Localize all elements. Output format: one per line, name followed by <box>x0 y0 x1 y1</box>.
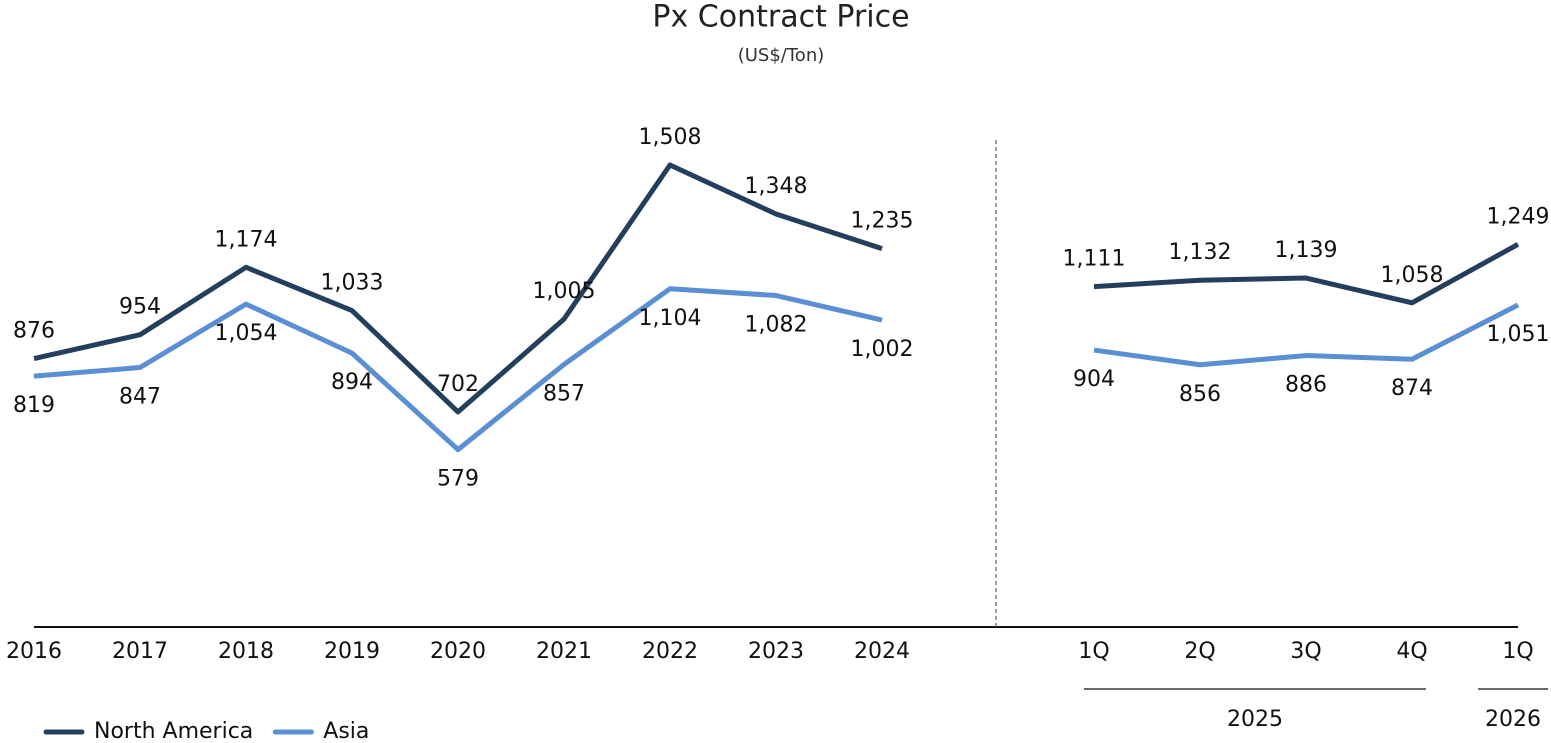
data-label: 874 <box>1391 376 1433 401</box>
x-tick-label: 3Q <box>1290 639 1321 664</box>
data-label: 702 <box>437 372 479 397</box>
chart-subtitle: (US$/Ton) <box>738 45 825 66</box>
series-line <box>33 286 883 453</box>
data-label: 1,235 <box>851 209 914 234</box>
data-label: 876 <box>13 319 55 344</box>
chart-title: Px Contract Price <box>652 0 909 35</box>
x-tick-label: 2Q <box>1184 639 1215 664</box>
data-label: 1,132 <box>1169 240 1232 265</box>
x-tick-label: 2018 <box>218 639 274 664</box>
data-label: 1,104 <box>639 306 702 331</box>
data-label: 847 <box>119 385 161 410</box>
data-label: 1,508 <box>639 125 702 150</box>
data-label: 1,139 <box>1275 238 1338 263</box>
data-label: 1,002 <box>851 337 914 362</box>
data-label: 1,054 <box>215 321 278 346</box>
group-label: 2025 <box>1227 707 1283 732</box>
data-label: 1,249 <box>1487 204 1550 229</box>
series-line <box>33 162 883 415</box>
data-label: 1,005 <box>533 279 596 304</box>
data-label: 954 <box>119 295 161 320</box>
x-tick-label: 2023 <box>748 639 804 664</box>
data-label: 857 <box>543 381 585 406</box>
x-tick-label: 2021 <box>536 639 592 664</box>
data-label: 894 <box>331 370 373 395</box>
data-label: 579 <box>437 467 479 492</box>
x-tick-label: 1Q <box>1078 639 1109 664</box>
x-tick-label: 2019 <box>324 639 380 664</box>
x-tick-label: 4Q <box>1396 639 1427 664</box>
data-label: 1,058 <box>1381 263 1444 288</box>
x-tick-label: 2017 <box>112 639 168 664</box>
legend-label: Asia <box>323 719 369 743</box>
x-tick-label: 2020 <box>430 639 486 664</box>
data-label: 1,174 <box>215 227 278 252</box>
data-label: 886 <box>1285 373 1327 398</box>
data-label: 1,082 <box>745 313 808 338</box>
data-label: 1,051 <box>1487 322 1550 347</box>
legend-label: North America <box>94 719 253 743</box>
x-tick-label: 2022 <box>642 639 698 664</box>
data-label: 1,348 <box>745 174 808 199</box>
data-label: 856 <box>1179 382 1221 407</box>
data-label: 819 <box>13 393 55 418</box>
x-tick-label: 1Q <box>1502 639 1533 664</box>
x-tick-label: 2024 <box>854 639 910 664</box>
group-label: 2026 <box>1485 707 1541 732</box>
data-label: 1,033 <box>321 271 384 296</box>
series-line <box>1093 242 1520 306</box>
data-label: 904 <box>1073 367 1115 392</box>
x-tick-label: 2016 <box>6 639 62 664</box>
data-label: 1,111 <box>1063 247 1126 272</box>
series-line <box>1093 302 1520 368</box>
